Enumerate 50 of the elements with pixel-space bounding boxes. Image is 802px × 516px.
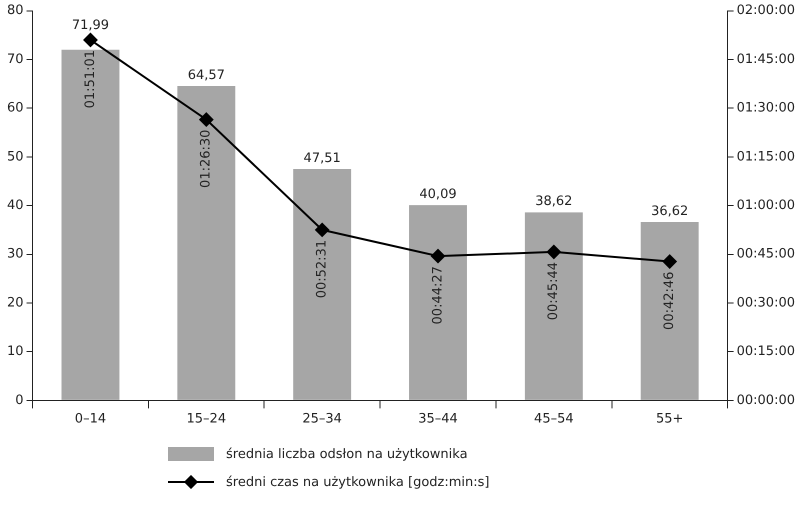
y-tick-label: 80 [6,3,24,18]
data-label: 71,99 [72,18,110,33]
data-label: 38,62 [535,194,572,210]
y2-tick-label: 00:15:00 [736,344,796,360]
y2-tick-label: 01:45:00 [736,52,796,67]
y2-tick-label: 01:00:00 [736,198,796,213]
y-tick-label: 60 [6,100,24,116]
x-tick-label: 0–14 [74,412,106,427]
data-label: 00:52:31 [314,240,330,298]
x-tick-label: 45–54 [534,412,574,427]
data-label: 40,09 [419,187,457,202]
y-tick-label: 20 [6,295,24,310]
y2-tick-label: 00:00:00 [736,392,796,408]
bar [62,50,120,400]
y-tick-label: 70 [6,52,24,67]
x-tick-label: 55+ [656,412,684,427]
y-tick-label: 0 [15,392,24,408]
data-label: 64,57 [188,68,225,83]
data-label: 00:45:44 [546,262,562,320]
point [83,32,98,47]
x-tick-label: 35–44 [418,412,458,427]
point [546,244,561,259]
bar [409,205,467,400]
x-tick-label: 25–34 [302,412,342,427]
data-label: 00:44:27 [430,266,446,324]
bar [177,86,236,400]
legend-label: średnia liczba odsłon na użytkownika [226,446,468,462]
y-tick-label: 10 [6,344,24,360]
bar [293,169,352,400]
point [431,249,445,264]
data-label: 00:42:46 [662,272,678,330]
data-label: 47,51 [304,150,341,166]
bar [640,222,699,400]
point [662,254,677,269]
bar [524,212,583,400]
x-tick-label: 15–24 [186,412,226,427]
data-label: 01:26:30 [198,130,214,188]
y-tick-label: 40 [6,198,24,213]
data-label: 01:51:01 [82,50,98,108]
y2-tick-label: 01:15:00 [736,149,796,164]
point [199,112,214,127]
y2-tick-label: 02:00:00 [736,3,796,18]
legend-label: średni czas na użytkownika [godz:min:s] [226,474,490,490]
y2-tick-label: 01:30:00 [736,100,796,116]
data-label: 36,62 [651,204,688,219]
y-tick-label: 30 [6,246,24,262]
y2-tick-label: 00:30:00 [736,295,796,310]
point [315,222,330,237]
y-tick-label: 50 [6,149,24,164]
y2-tick-label: 00:45:00 [736,246,796,262]
